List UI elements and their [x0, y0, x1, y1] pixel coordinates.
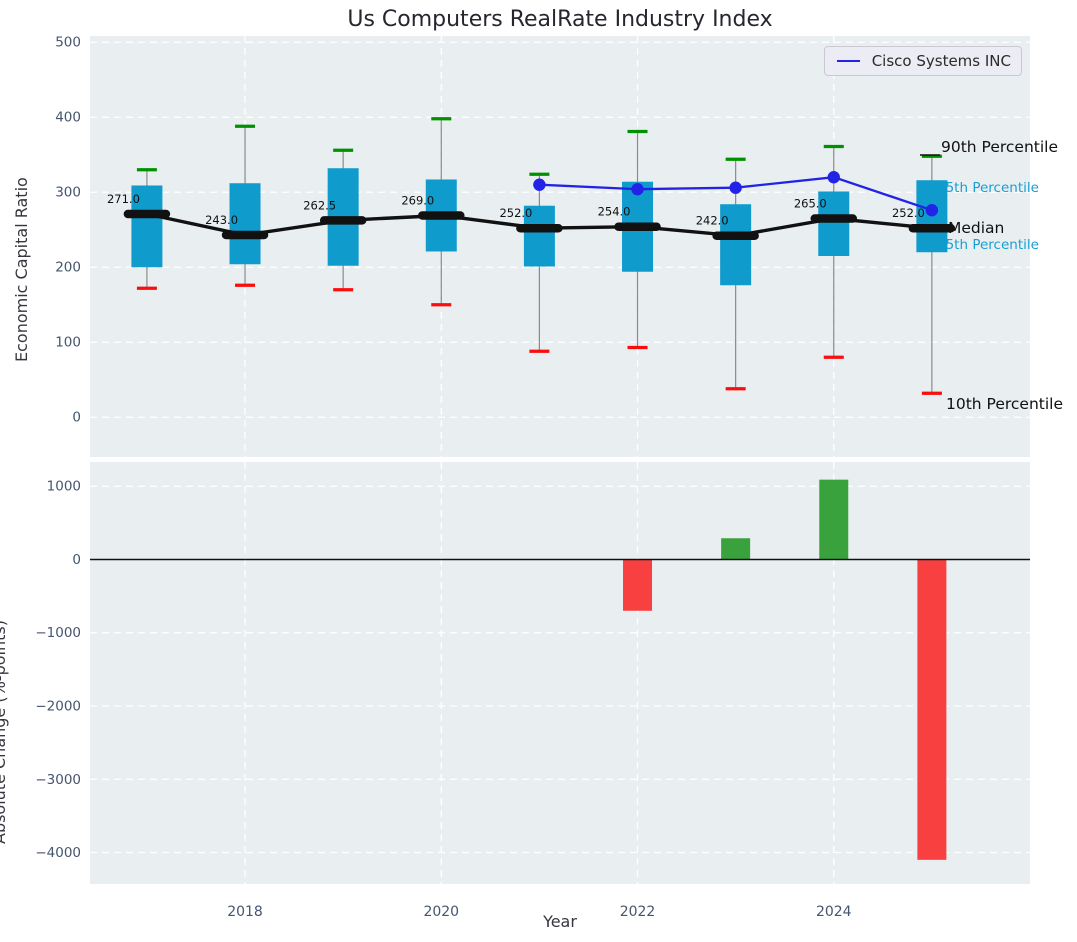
top-ytick-label: 400 [55, 110, 81, 126]
xtick-label: 2024 [816, 904, 852, 920]
top-ytick-label: 300 [55, 185, 81, 201]
median-value-label: 265.0 [794, 196, 827, 210]
top-y-axis-label: Economic Capital Ratio [12, 177, 31, 362]
top-ytick-label: 100 [55, 335, 81, 351]
median-value-label: 243.0 [205, 213, 238, 227]
p75-annotation: 75th Percentile [937, 180, 1039, 196]
p90-annotation: 90th Percentile [941, 138, 1059, 156]
bar-2024 [819, 479, 849, 560]
top-ytick-label: 500 [55, 35, 81, 51]
legend: Cisco Systems INC [824, 46, 1022, 76]
bottom-plot-area [90, 462, 1030, 884]
box-2017 [131, 185, 163, 268]
xtick-label: 2022 [620, 904, 656, 920]
top-ytick-label: 0 [72, 410, 81, 426]
bottom-ytick-label: −2000 [35, 698, 81, 714]
bar-2022 [623, 559, 653, 611]
bar-2025 [917, 559, 947, 860]
bottom-ytick-label: −1000 [35, 625, 81, 641]
p25-annotation: 25th Percentile [937, 237, 1039, 253]
median-value-label: 254.0 [598, 205, 631, 219]
p10-annotation: 10th Percentile [946, 395, 1064, 413]
median-value-label: 252.0 [892, 206, 925, 220]
bar-2023 [721, 538, 751, 560]
bottom-ytick-label: 1000 [47, 479, 81, 495]
top-ytick-label: 200 [55, 260, 81, 276]
chart-title: Us Computers RealRate Industry Index [347, 7, 773, 32]
x-axis-label: Year [543, 912, 577, 931]
box-2021 [523, 205, 555, 267]
box-2018 [229, 183, 261, 265]
legend-label: Cisco Systems INC [871, 52, 1011, 70]
median-value-label: 271.0 [107, 192, 140, 206]
bottom-ytick-label: −4000 [35, 845, 81, 861]
bottom-ytick-label: −3000 [35, 772, 81, 788]
cisco-point [533, 178, 546, 191]
bottom-ytick-label: 0 [72, 552, 81, 568]
median-value-label: 242.0 [696, 214, 729, 228]
median-value-label: 269.0 [401, 193, 434, 207]
xtick-label: 2020 [423, 904, 459, 920]
box-2023 [720, 204, 752, 286]
cisco-point [827, 171, 840, 184]
cisco-point [631, 183, 644, 196]
median-value-label: 252.0 [499, 206, 532, 220]
box-2024 [818, 191, 850, 256]
median-annotation: Median [948, 219, 1005, 237]
legend-line-sample [837, 60, 860, 62]
bottom-y-axis-label: Absolute Change (%-points) [0, 620, 9, 844]
xtick-label: 2018 [227, 904, 263, 920]
cisco-point [729, 181, 742, 194]
median-value-label: 262.5 [303, 198, 336, 212]
cisco-point [925, 204, 939, 217]
